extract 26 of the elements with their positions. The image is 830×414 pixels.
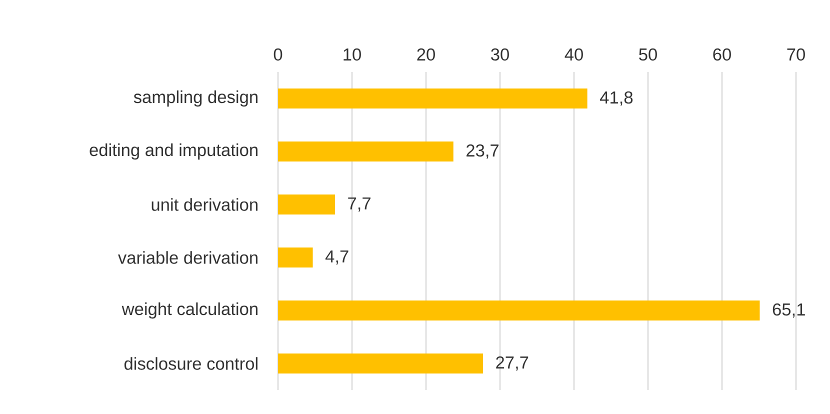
bar bbox=[278, 300, 760, 321]
y-tick-label: unit derivation bbox=[152, 198, 258, 211]
y-tick-label: disclosure control bbox=[124, 357, 258, 370]
data-label: 27,7 bbox=[496, 356, 528, 371]
data-label: 41,8 bbox=[600, 91, 633, 106]
x-tick-label: 10 bbox=[344, 48, 361, 61]
bar bbox=[278, 194, 335, 215]
data-label: 23,7 bbox=[466, 144, 499, 159]
bar bbox=[278, 354, 483, 374]
bar bbox=[278, 142, 454, 162]
data-label: 4,7 bbox=[325, 250, 348, 265]
x-tick-label: 0 bbox=[274, 48, 282, 61]
bar bbox=[278, 248, 313, 268]
data-label: 7,7 bbox=[348, 197, 370, 212]
x-tick-label: 20 bbox=[417, 48, 435, 61]
y-tick-label: editing and imputation bbox=[90, 143, 258, 160]
y-tick-label: weight calculation bbox=[122, 302, 258, 319]
x-tick-label: 50 bbox=[639, 48, 657, 61]
y-tick-label: sampling design bbox=[134, 90, 258, 107]
data-label: 65,1 bbox=[772, 303, 805, 318]
bar bbox=[278, 88, 588, 109]
x-tick-label: 40 bbox=[564, 48, 583, 61]
x-tick-label: 60 bbox=[713, 48, 731, 61]
y-tick-label: variable derivation bbox=[118, 251, 258, 264]
x-tick-label: 30 bbox=[491, 48, 509, 61]
x-tick-label: 70 bbox=[787, 48, 805, 61]
